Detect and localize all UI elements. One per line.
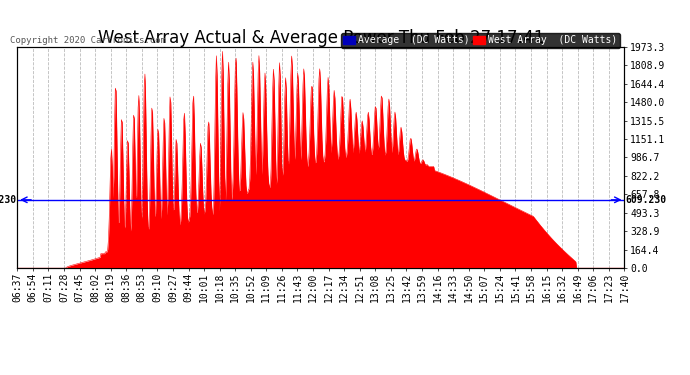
Text: 609.230: 609.230: [0, 195, 16, 205]
Legend: Average  (DC Watts), West Array  (DC Watts): Average (DC Watts), West Array (DC Watts…: [341, 33, 620, 48]
Text: 609.230: 609.230: [626, 195, 667, 205]
Title: West Array Actual & Average Power Thu Feb 27 17:41: West Array Actual & Average Power Thu Fe…: [98, 29, 544, 47]
Text: Copyright 2020 Cartronics.com: Copyright 2020 Cartronics.com: [10, 36, 166, 45]
